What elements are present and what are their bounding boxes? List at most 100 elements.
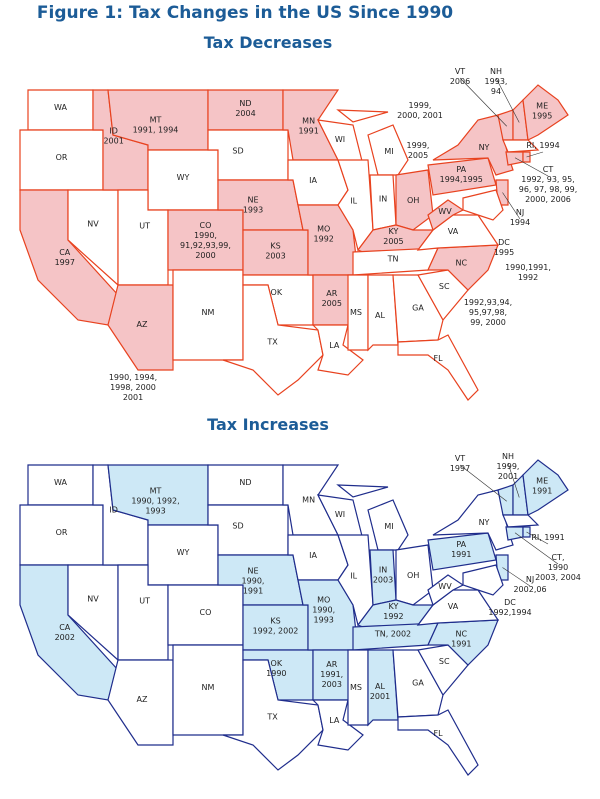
state-label: WA [54, 478, 67, 487]
state-label-line: 1993 [243, 206, 263, 215]
state-label-line: 1990, [312, 606, 335, 615]
state-label-line: WV [438, 582, 452, 591]
state-label: CO 1990, 91,92,93,99, 2000 [180, 221, 231, 260]
state-label-line: ME [536, 102, 548, 111]
state-label-line: SD [232, 146, 243, 155]
state-label-line: MO [317, 225, 330, 234]
state-label-line: TN, 2002 [374, 629, 411, 638]
state-label: SD [232, 146, 243, 155]
state-shape [287, 159, 349, 206]
state-label-line: 1992, 2002 [253, 627, 299, 636]
state-label-line: 1997 [450, 464, 470, 473]
state-label-line: MS [350, 308, 362, 317]
state-label-line: FL [433, 354, 443, 363]
state-label-line: GA [412, 303, 424, 312]
state-label: IN 2003 [373, 565, 393, 584]
state-label-line: VT [455, 67, 465, 76]
state-shape [392, 274, 444, 343]
state-label-line: GA [412, 678, 424, 687]
state-label-line: CO [200, 221, 212, 230]
state-label-line: FL [433, 729, 443, 738]
state-label: CO [200, 608, 212, 617]
state-label-line: NM [202, 683, 215, 692]
state-label-line: CA [59, 248, 71, 257]
state-label-line: WV [438, 207, 452, 216]
state-label: IL [350, 572, 357, 581]
state-label-line: 2003 [373, 575, 393, 584]
state-label-line: IN [379, 565, 387, 574]
state-label: MS [350, 308, 362, 317]
state-label-line: SD [232, 521, 243, 530]
state-label-line: 1995 [532, 112, 552, 121]
state-label-line: 2005 [383, 237, 403, 246]
state-shape [505, 151, 524, 166]
state-label: VT 2006 [450, 67, 470, 86]
state-label-line: NH [502, 452, 514, 461]
state-label-line: 2002 [55, 633, 75, 642]
state-label: TX [266, 338, 278, 347]
leader-line [459, 464, 507, 502]
state-label-line: NJ [516, 208, 524, 217]
leader-line [459, 77, 507, 127]
state-label-line: MT [150, 487, 162, 496]
leader-line [514, 157, 549, 177]
state-label-line: MT [150, 116, 162, 125]
state-label: AL 2001 [370, 682, 390, 701]
state-label-line: NV [87, 594, 99, 603]
state-shape [336, 109, 389, 123]
state-label: VT 1997 [450, 454, 470, 473]
state-label: WA [54, 103, 67, 112]
state-label-line: AL [375, 311, 385, 320]
state-label: TN [387, 254, 399, 263]
state-label-line: LA [329, 716, 340, 725]
state-label-line: OR [56, 528, 68, 537]
state-label-line: KS [270, 617, 280, 626]
state-label-line: 2003 [265, 252, 285, 261]
state-shape [462, 564, 504, 596]
state-label: PA 1991 [451, 540, 471, 559]
state-shape [395, 169, 434, 231]
state-label: TN, 2002 [374, 629, 411, 638]
state-label: ID 2001 [103, 127, 123, 146]
state-label-line: LA [329, 341, 340, 350]
state-label: NC [456, 259, 468, 268]
state-shape [222, 659, 324, 771]
state-label-line: NE [247, 567, 258, 576]
state-label: MI [384, 522, 393, 531]
state-label-line: MI [384, 147, 393, 156]
state-label-line: AZ [137, 320, 148, 329]
state-label: ME 1991 [532, 477, 552, 496]
state-label-line: MN [302, 117, 315, 126]
state-shape [367, 124, 409, 176]
state-label-line: DC [504, 598, 516, 607]
state-label: MI [384, 147, 393, 156]
annotation: 1999, 2005 [407, 141, 430, 160]
state-label: AR 1991, 2003 [320, 660, 343, 689]
state-label: ND [239, 478, 251, 487]
leader-line [502, 567, 531, 587]
state-label-line: VA [448, 602, 459, 611]
state-label-line: VA [448, 227, 459, 236]
state-shape [347, 649, 369, 726]
state-label-line: 1991 [451, 640, 471, 649]
annotation-line: 1998, 2000 [110, 383, 156, 392]
state-label: IL [350, 197, 357, 206]
state-label-line: KS [270, 242, 280, 251]
state-label-line: 2001 [498, 472, 518, 481]
state-shape [107, 659, 174, 746]
state-label-line: 1993 [145, 507, 165, 516]
state-label-line: IA [309, 176, 317, 185]
state-label-line: 2001 [103, 137, 123, 146]
state-label-line: CO [200, 608, 212, 617]
state-label-line: IL [350, 572, 357, 581]
state-label: OR [56, 528, 68, 537]
state-label-line: AR [326, 660, 337, 669]
state-label-line: 2004 [235, 109, 255, 118]
state-shape [337, 534, 374, 627]
state-shape [367, 649, 399, 727]
state-label-line: CA [59, 623, 71, 632]
leader-line [502, 192, 521, 220]
